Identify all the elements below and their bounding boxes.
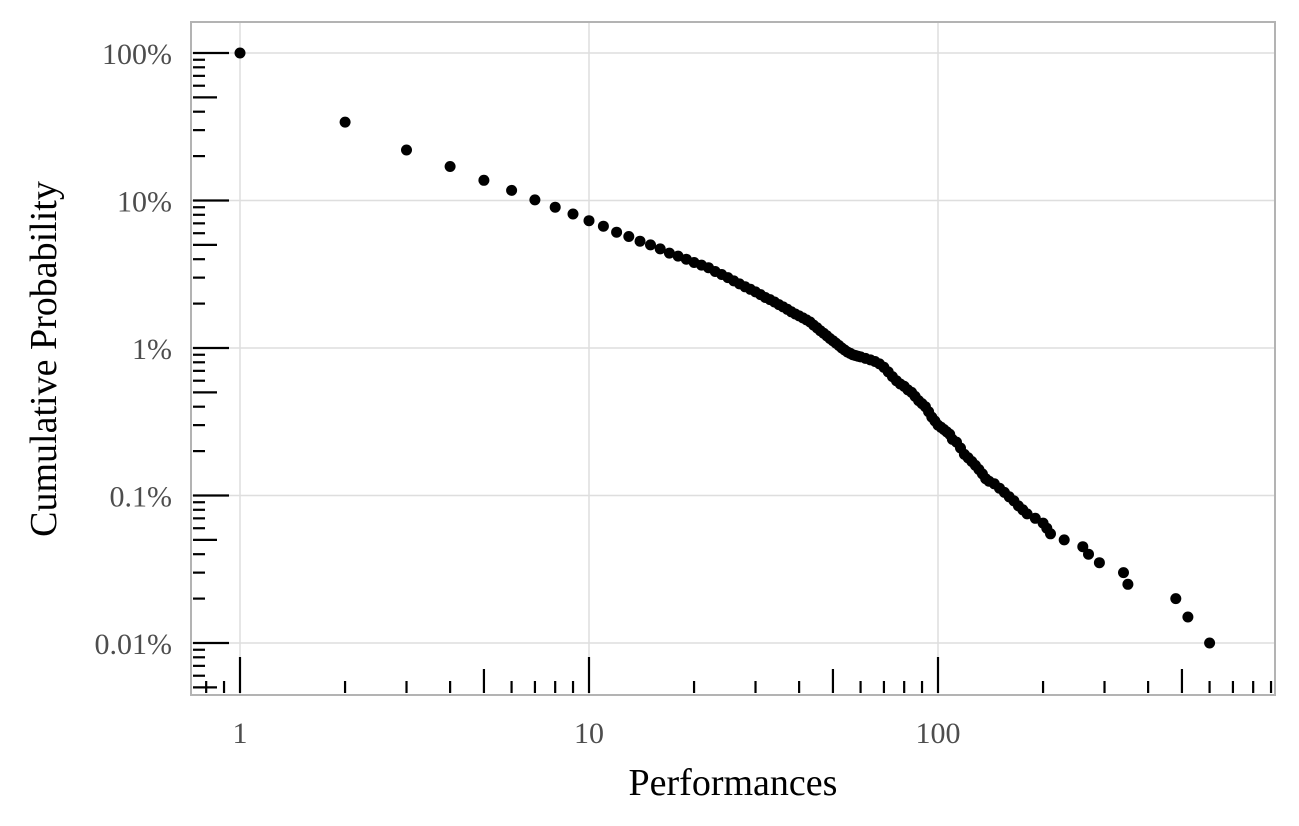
plot-panel-border	[190, 21, 1276, 696]
data-point	[663, 247, 675, 259]
y-tick-label: 0.01%	[95, 628, 173, 661]
data-point	[611, 226, 623, 238]
data-point	[234, 47, 246, 59]
data-point	[1122, 578, 1134, 590]
x-tick-label: 1	[233, 717, 248, 750]
data-point	[478, 174, 490, 186]
y-tick-label: 10%	[117, 186, 172, 219]
y-tick-label: 1%	[132, 333, 172, 366]
rug-y	[193, 51, 229, 689]
data-point	[1182, 611, 1194, 623]
x-tick-labels: 1 10 100	[233, 717, 961, 750]
data-point	[654, 243, 666, 255]
data-point	[623, 231, 635, 242]
data-point	[1170, 593, 1182, 605]
data-point	[634, 235, 646, 247]
grid	[191, 22, 1275, 695]
x-tick-label: 10	[574, 717, 604, 750]
data-point	[1077, 541, 1089, 553]
data-point	[567, 208, 579, 220]
data-point	[1118, 567, 1129, 579]
data-point	[597, 220, 609, 232]
data-point	[1204, 637, 1216, 649]
data-point	[583, 215, 595, 227]
data-point	[549, 201, 561, 213]
rug-x	[205, 657, 1273, 693]
y-tick-label: 100%	[102, 38, 172, 71]
data-point	[401, 144, 412, 156]
data-point	[1021, 508, 1033, 520]
y-tick-labels: 100% 10% 1% 0.1% 0.01%	[95, 38, 173, 661]
data-point	[1093, 557, 1105, 569]
y-axis-title: Cumulative Probability	[23, 181, 65, 537]
points	[234, 47, 1216, 649]
y-tick-label: 0.1%	[110, 481, 173, 514]
data-point	[1083, 548, 1094, 560]
x-axis-title: Performances	[629, 762, 838, 804]
data-point	[339, 116, 351, 128]
data-point	[529, 194, 541, 206]
data-point	[1058, 534, 1070, 546]
data-point	[506, 184, 518, 196]
data-point	[645, 239, 656, 251]
data-point	[444, 161, 456, 172]
data-point	[1045, 528, 1056, 540]
x-tick-label: 100	[916, 717, 961, 750]
